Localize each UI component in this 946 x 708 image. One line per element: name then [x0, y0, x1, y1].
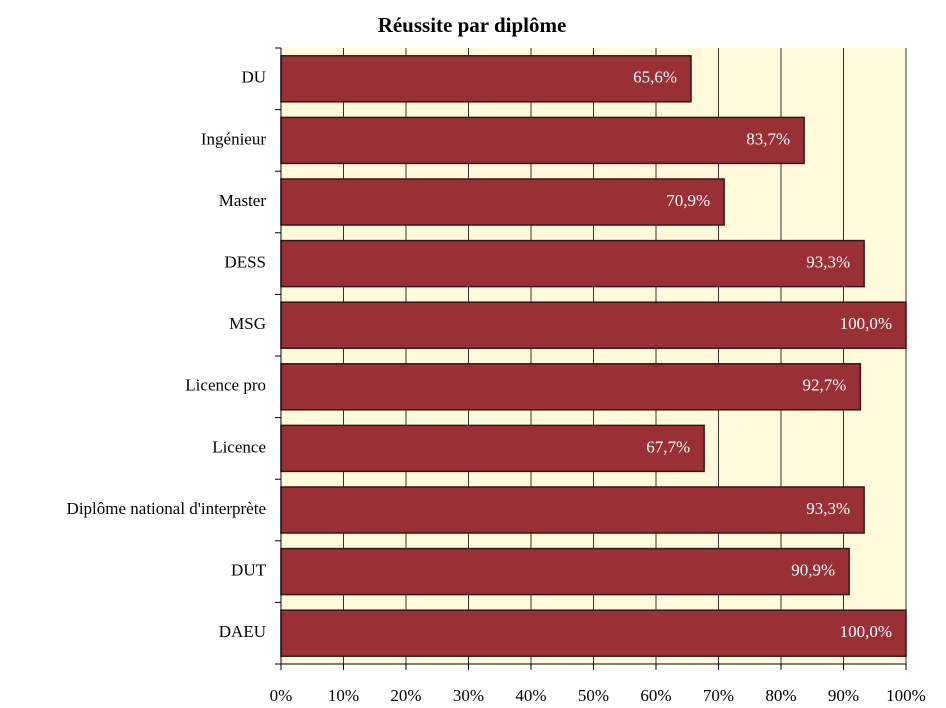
y-tick-label: Ingénieur — [201, 129, 266, 148]
y-tick-label: DU — [241, 68, 266, 87]
value-label: 67,7% — [646, 437, 690, 456]
x-tick-label: 40% — [515, 686, 546, 705]
value-label: 65,6% — [633, 68, 677, 87]
x-tick-label: 90% — [828, 686, 859, 705]
x-tick-label: 50% — [578, 686, 609, 705]
value-label: 93,3% — [806, 253, 850, 272]
bar — [280, 116, 805, 165]
value-label: 90,9% — [791, 561, 835, 580]
y-tick-label: Diplôme national d'interprète — [67, 499, 266, 518]
x-tick-label: 10% — [328, 686, 359, 705]
value-label: 100,0% — [840, 314, 892, 333]
x-tick-label: 80% — [765, 686, 796, 705]
chart-title: Réussite par diplôme — [378, 13, 567, 37]
bar — [280, 301, 907, 349]
y-tick-label: DESS — [224, 253, 266, 272]
x-tick-label: 60% — [640, 686, 671, 705]
y-tick-label: Licence pro — [185, 376, 266, 395]
bar — [280, 239, 865, 288]
y-tick-label: DUT — [231, 561, 267, 580]
bar — [280, 363, 862, 411]
y-tick-label: MSG — [229, 314, 266, 333]
bar — [280, 178, 725, 226]
bar — [280, 547, 850, 596]
value-label: 70,9% — [666, 191, 710, 210]
x-tick-label: 20% — [390, 686, 421, 705]
bar — [280, 55, 692, 103]
y-tick-label: Master — [219, 191, 267, 210]
x-tick-label: 0% — [270, 686, 293, 705]
y-tick-label: Licence — [212, 437, 266, 456]
y-tick-label: DAEU — [219, 622, 266, 641]
value-label: 93,3% — [806, 499, 850, 518]
bar — [280, 486, 865, 534]
bar — [280, 424, 705, 473]
x-tick-label: 30% — [453, 686, 484, 705]
value-label: 92,7% — [802, 376, 846, 395]
value-label: 100,0% — [840, 622, 892, 641]
value-label: 83,7% — [746, 129, 790, 148]
x-tick-label: 70% — [703, 686, 734, 705]
x-tick-label: 100% — [886, 686, 926, 705]
bar — [280, 609, 907, 657]
